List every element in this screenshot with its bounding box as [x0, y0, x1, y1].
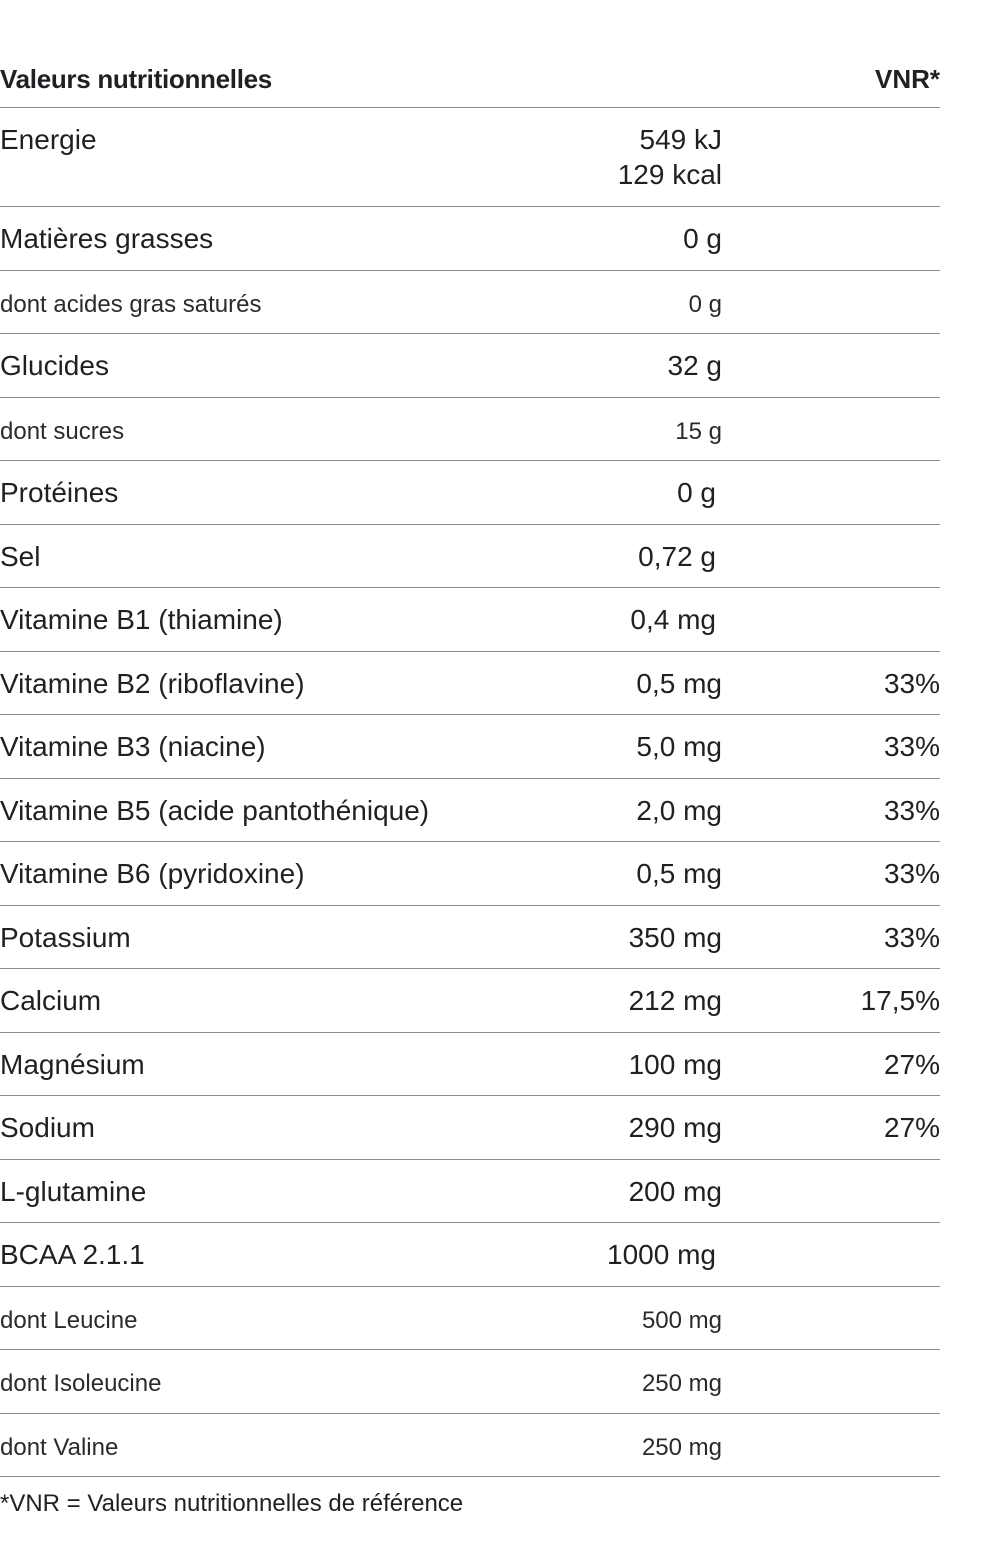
table-row: Vitamine B5 (acide pantothénique) 2,0 mg… — [0, 779, 940, 842]
nutrient-value: 0 g — [677, 477, 716, 508]
table-row: dont Leucine 500 mg — [0, 1287, 940, 1350]
table-row: dont sucres 15 g — [0, 398, 940, 461]
nutrient-vnr: 33% — [883, 921, 940, 953]
nutrition-table: Valeurs nutritionnelles VNR* Energie 549… — [0, 58, 940, 1477]
nutrient-value: 0,4 mg — [630, 604, 716, 635]
nutrient-value: 549 kJ 129 kcal — [618, 122, 722, 192]
table-row-energie: Energie 549 kJ 129 kcal — [0, 108, 940, 207]
nutrient-name: Vitamine B2 (riboflavine) — [0, 667, 305, 699]
table-row: Calcium 212 mg 17,5% — [0, 969, 940, 1033]
table-row: Vitamine B2 (riboflavine) 0,5 mg 33% — [0, 652, 940, 715]
nutrient-value: 0,5 mg — [636, 858, 722, 889]
table-header: Valeurs nutritionnelles VNR* — [0, 58, 940, 108]
nutrient-value: 0 g — [683, 223, 722, 254]
nutrient-value: 0 g — [688, 290, 722, 318]
nutrient-value-kcal: 129 kcal — [617, 159, 722, 190]
table-row: Glucides 32 g — [0, 334, 940, 398]
table-row: Sel 0,72 g — [0, 525, 940, 588]
nutrient-value: 100 mg — [628, 1048, 722, 1080]
nutrient-value: 5,0 mg — [636, 731, 722, 762]
nutrient-name: Vitamine B6 (pyridoxine) — [0, 858, 305, 889]
nutrient-value: 290 mg — [628, 1112, 722, 1143]
nutrient-name: Magnésium — [0, 1048, 145, 1080]
nutrient-name: L-glutamine — [0, 1175, 147, 1207]
vnr-footnote: *VNR = Valeurs nutritionnelles de référe… — [0, 1490, 464, 1517]
nutrient-name: BCAA 2.1.1 — [0, 1239, 145, 1270]
nutrient-vnr: 33% — [883, 667, 940, 699]
nutrient-value-kj: 549 kJ — [639, 124, 723, 155]
nutrient-value: 500 mg — [641, 1306, 722, 1334]
nutrient-name: dont acides gras saturés — [0, 290, 262, 318]
nutrient-name: Protéines — [0, 477, 119, 508]
table-row: dont Valine 250 mg — [0, 1414, 940, 1477]
nutrient-value: 0,5 mg — [636, 667, 722, 699]
table-row: Potassium 350 mg 33% — [0, 906, 940, 969]
table-row: Magnésium 100 mg 27% — [0, 1033, 940, 1096]
nutrient-vnr: 17,5% — [860, 985, 940, 1016]
nutrient-vnr: 33% — [883, 794, 940, 826]
table-row: L-glutamine 200 mg — [0, 1160, 940, 1223]
nutrient-name: Vitamine B1 (thiamine) — [0, 604, 283, 635]
vnr-column-header: VNR* — [874, 64, 940, 94]
table-row: BCAA 2.1.1 1000 mg — [0, 1223, 940, 1287]
nutrient-vnr: 33% — [883, 858, 940, 889]
nutrient-name: Vitamine B3 (niacine) — [0, 731, 266, 762]
nutrient-value: 250 mg — [641, 1433, 722, 1461]
nutrient-name: Energie — [0, 124, 97, 155]
nutrient-value: 250 mg — [641, 1370, 722, 1397]
nutrient-name: dont Leucine — [0, 1306, 138, 1334]
nutrient-vnr: 27% — [883, 1048, 940, 1080]
nutrient-value: 32 g — [667, 350, 723, 381]
nutrient-name: Glucides — [0, 350, 109, 381]
nutrient-name: Matières grasses — [0, 223, 214, 254]
table-title: Valeurs nutritionnelles — [0, 64, 272, 94]
nutrient-name: Calcium — [0, 985, 102, 1016]
nutrient-name: dont sucres — [0, 417, 125, 445]
table-row: Protéines 0 g — [0, 461, 940, 525]
nutrient-value: 15 g — [675, 417, 722, 445]
nutrient-name: dont Valine — [0, 1433, 119, 1461]
nutrient-value: 1000 mg — [607, 1239, 716, 1270]
nutrient-value: 2,0 mg — [636, 794, 722, 826]
table-row: Vitamine B3 (niacine) 5,0 mg 33% — [0, 715, 940, 779]
nutrient-value: 0,72 g — [638, 540, 716, 572]
nutrient-name: Sel — [0, 540, 41, 572]
nutrient-name: Vitamine B5 (acide pantothénique) — [0, 794, 430, 826]
table-row: Sodium 290 mg 27% — [0, 1096, 940, 1160]
nutrient-value: 200 mg — [628, 1175, 722, 1207]
table-row: Vitamine B1 (thiamine) 0,4 mg — [0, 588, 940, 652]
table-row: Matières grasses 0 g — [0, 207, 940, 271]
table-row: Vitamine B6 (pyridoxine) 0,5 mg 33% — [0, 842, 940, 906]
table-row: dont Isoleucine 250 mg — [0, 1350, 940, 1414]
nutrient-value: 212 mg — [628, 985, 722, 1016]
nutrient-value: 350 mg — [628, 921, 722, 953]
nutrient-vnr: 27% — [883, 1112, 940, 1143]
table-row: dont acides gras saturés 0 g — [0, 271, 940, 334]
nutrient-name: Potassium — [0, 921, 131, 953]
nutrient-name: dont Isoleucine — [0, 1370, 162, 1397]
nutrient-vnr: 33% — [883, 731, 940, 762]
nutrient-name: Sodium — [0, 1112, 95, 1143]
